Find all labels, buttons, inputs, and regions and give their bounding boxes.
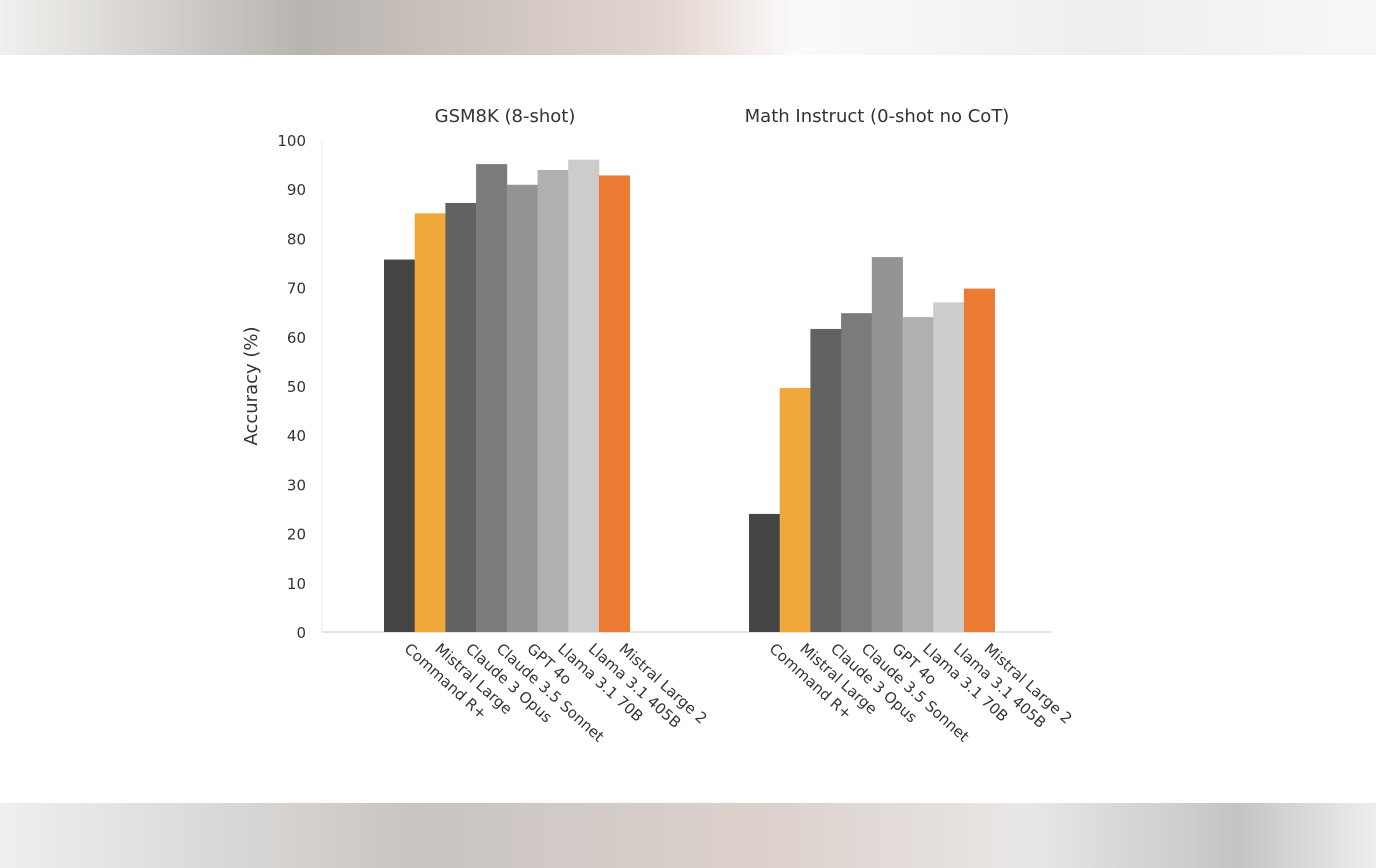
blurred-background-top bbox=[0, 0, 1376, 55]
bar bbox=[568, 159, 600, 632]
bar bbox=[933, 302, 965, 632]
y-tick-label: 50 bbox=[287, 378, 306, 396]
y-tick-label: 90 bbox=[287, 181, 306, 199]
bar bbox=[871, 257, 903, 632]
y-tick-label: 60 bbox=[287, 329, 306, 347]
y-tick-label: 70 bbox=[287, 280, 306, 298]
bar bbox=[963, 288, 995, 632]
bar bbox=[506, 184, 538, 632]
y-tick-label: 100 bbox=[277, 132, 306, 150]
y-tick-label: 0 bbox=[296, 624, 306, 642]
y-tick-label: 20 bbox=[287, 526, 306, 544]
chart-title-gsm8k: GSM8K (8-shot) bbox=[435, 106, 576, 127]
chart-title-math-instruct: Math Instruct (0-shot no CoT) bbox=[745, 106, 1010, 127]
y-tick-label: 80 bbox=[287, 230, 306, 248]
bar bbox=[384, 259, 416, 632]
y-tick-labels: 0 10 20 30 40 50 60 70 80 90 100 bbox=[277, 132, 306, 642]
bar bbox=[810, 328, 842, 632]
bar bbox=[779, 387, 811, 632]
bar bbox=[414, 213, 446, 633]
bar bbox=[598, 175, 630, 632]
y-axis-label: Accuracy (%) bbox=[241, 326, 262, 445]
bar bbox=[841, 313, 873, 632]
bar-group-gsm8k bbox=[384, 159, 630, 633]
y-tick-label: 30 bbox=[287, 476, 306, 494]
y-tick-label: 40 bbox=[287, 427, 306, 445]
bar bbox=[537, 170, 569, 632]
blurred-background-bottom bbox=[0, 803, 1376, 868]
bar bbox=[902, 317, 934, 632]
bar bbox=[476, 164, 508, 632]
bar bbox=[749, 513, 781, 632]
bar bbox=[445, 202, 477, 632]
y-tick-label: 10 bbox=[287, 575, 306, 593]
bar-group-math-instruct bbox=[749, 257, 995, 632]
